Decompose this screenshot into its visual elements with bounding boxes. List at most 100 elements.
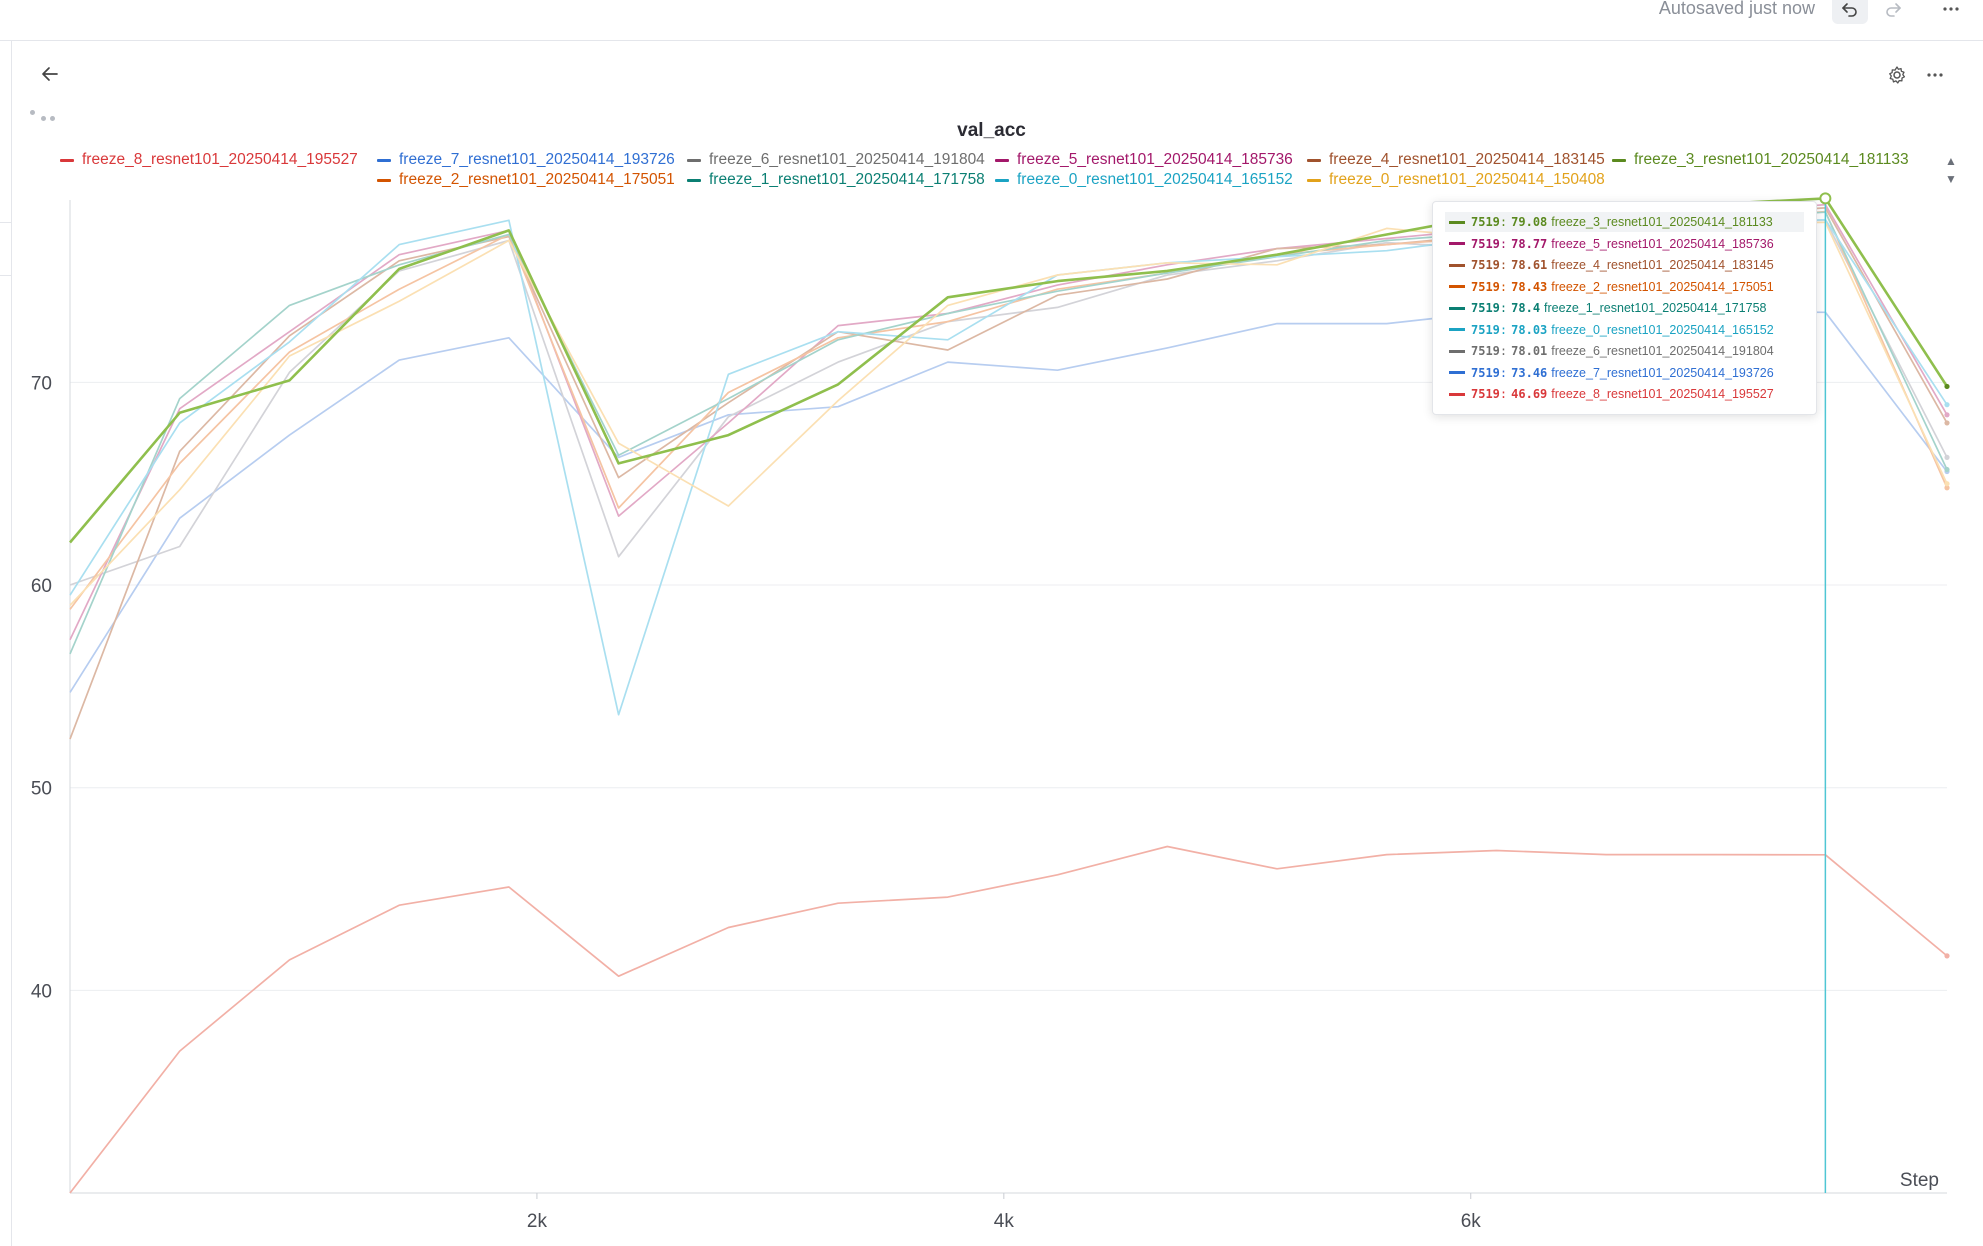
more-horizontal-icon: [1927, 73, 1943, 77]
legend-label: freeze_3_resnet101_20250414_181133: [1634, 151, 1909, 168]
undo-button[interactable]: [1832, 0, 1868, 24]
tooltip-row: 7519:78.4 freeze_1_resnet101_20250414_171…: [1449, 298, 1766, 318]
series-end-point: [1944, 466, 1950, 473]
back-button[interactable]: [36, 60, 64, 88]
tooltip-step: 7519: [1471, 322, 1500, 337]
series-end-point: [1944, 454, 1950, 460]
redo-button[interactable]: [1875, 0, 1911, 24]
tooltip-run-name: freeze_1_resnet101_20250414_171758: [1544, 301, 1767, 315]
tooltip-row: 7519:78.03 freeze_0_resnet101_20250414_16…: [1449, 320, 1774, 340]
chart-title: val_acc: [957, 120, 1026, 141]
series-end-point: [1944, 402, 1950, 408]
tooltip-value: 78.61: [1511, 258, 1548, 272]
tooltip-separator: :: [1499, 215, 1508, 229]
arrow-left-icon: [42, 67, 58, 81]
tooltip-value: 73.46: [1511, 365, 1548, 380]
tooltip-separator: :: [1499, 236, 1508, 251]
legend-swatch: [377, 178, 391, 182]
legend-item[interactable]: freeze_3_resnet101_20250414_181133: [1612, 151, 1909, 169]
y-tick-label: 60: [31, 576, 52, 597]
left-panel-edge: [0, 40, 12, 1246]
legend-item[interactable]: freeze_0_resnet101_20250414_165152: [995, 171, 1293, 189]
tooltip-swatch: [1449, 263, 1465, 267]
legend-item[interactable]: freeze_4_resnet101_20250414_183145: [1307, 151, 1605, 169]
tooltip-step: 7519: [1471, 236, 1500, 251]
tooltip-run-name: freeze_5_resnet101_20250414_185736: [1551, 236, 1774, 251]
legend-label: freeze_8_resnet101_20250414_195527: [82, 151, 358, 168]
legend-swatch: [1612, 158, 1626, 162]
hover-point: [1819, 192, 1832, 205]
tooltip-step: 7519: [1471, 279, 1500, 294]
top-more-button[interactable]: [1933, 0, 1969, 24]
tooltip-value: 78.01: [1511, 344, 1548, 358]
gear-icon: [1889, 66, 1906, 84]
series-end-point: [1944, 412, 1950, 418]
redo-icon: [1886, 3, 1901, 17]
tooltip-value: 78.03: [1511, 322, 1548, 337]
tooltip-swatch: [1449, 392, 1465, 396]
tooltip-row: 7519:78.61 freeze_4_resnet101_20250414_18…: [1449, 255, 1774, 275]
tooltip-swatch: [1449, 242, 1465, 245]
tooltip-separator: :: [1499, 258, 1508, 272]
loading-dots-icon: [30, 110, 64, 124]
legend-label: freeze_4_resnet101_20250414_183145: [1329, 151, 1605, 168]
panel-more-button[interactable]: [1920, 60, 1950, 90]
legend-item[interactable]: freeze_8_resnet101_20250414_195527: [60, 151, 358, 169]
legend-item[interactable]: freeze_2_resnet101_20250414_175051: [377, 171, 675, 189]
y-tick-label: 50: [31, 779, 52, 800]
legend-scroll-down-icon[interactable]: ▼: [1945, 172, 1957, 186]
autosave-status: Autosaved just now: [1658, 0, 1815, 18]
legend-swatch: [687, 178, 701, 182]
tooltip-row: 7519:73.46 freeze_7_resnet101_20250414_19…: [1449, 363, 1774, 383]
tooltip-run-name: freeze_4_resnet101_20250414_183145: [1551, 258, 1774, 272]
legend-swatch: [1307, 158, 1321, 162]
tooltip-value: 78.4: [1511, 301, 1541, 315]
legend-item[interactable]: freeze_1_resnet101_20250414_171758: [687, 171, 985, 189]
tooltip-row: 7519:79.08 freeze_3_resnet101_20250414_18…: [1445, 212, 1804, 232]
series-end-point: [1944, 485, 1950, 491]
legend-item[interactable]: freeze_6_resnet101_20250414_191804: [687, 151, 985, 169]
legend-label: freeze_5_resnet101_20250414_185736: [1017, 151, 1293, 168]
tooltip-row: 7519:78.43 freeze_2_resnet101_20250414_17…: [1449, 277, 1774, 297]
tooltip-step: 7519: [1471, 387, 1500, 401]
legend-swatch: [995, 158, 1009, 162]
series-end-point: [1944, 383, 1950, 390]
panel-settings-button[interactable]: [1882, 60, 1912, 90]
tooltip-step: 7519: [1471, 344, 1500, 358]
tooltip-separator: :: [1499, 387, 1508, 401]
legend-swatch: [1307, 178, 1321, 182]
legend-label: freeze_1_resnet101_20250414_171758: [709, 171, 985, 188]
tooltip-run-name: freeze_8_resnet101_20250414_195527: [1551, 387, 1774, 401]
tooltip-swatch: [1449, 328, 1465, 331]
tooltip-value: 46.69: [1511, 387, 1548, 401]
x-axis-label: Step: [1900, 1170, 1939, 1191]
tooltip-step: 7519: [1471, 365, 1500, 380]
tooltip-run-name: freeze_0_resnet101_20250414_165152: [1551, 322, 1774, 337]
legend-swatch: [995, 178, 1009, 182]
tooltip-swatch: [1449, 349, 1465, 353]
y-tick-label: 70: [31, 373, 52, 394]
series-line[interactable]: [69, 845, 1948, 1194]
series-end-point: [1944, 420, 1950, 426]
tooltip-separator: :: [1499, 279, 1508, 294]
legend-item[interactable]: freeze_7_resnet101_20250414_193726: [377, 151, 675, 169]
x-tick-label: 4k: [994, 1211, 1015, 1232]
series-end-point: [1944, 481, 1950, 487]
tooltip-run-name: freeze_6_resnet101_20250414_191804: [1551, 344, 1774, 358]
top-bar: Autosaved just now: [0, 0, 1983, 41]
undo-icon: [1842, 3, 1857, 17]
legend-swatch: [377, 158, 391, 162]
tooltip-row: 7519:46.69 freeze_8_resnet101_20250414_19…: [1449, 384, 1774, 404]
left-panel-tab[interactable]: [0, 222, 11, 276]
tooltip-step: 7519: [1471, 258, 1500, 272]
tooltip-swatch: [1449, 306, 1465, 310]
tooltip-value: 78.77: [1511, 236, 1548, 251]
tooltip-run-name: freeze_7_resnet101_20250414_193726: [1551, 365, 1774, 380]
legend-item[interactable]: freeze_5_resnet101_20250414_185736: [995, 151, 1293, 169]
legend-scroll[interactable]: ▲ ▼: [1943, 152, 1959, 188]
legend-scroll-up-icon[interactable]: ▲: [1945, 154, 1957, 168]
legend-item[interactable]: freeze_0_resnet101_20250414_150408: [1307, 171, 1605, 189]
legend-label: freeze_0_resnet101_20250414_165152: [1017, 171, 1293, 188]
